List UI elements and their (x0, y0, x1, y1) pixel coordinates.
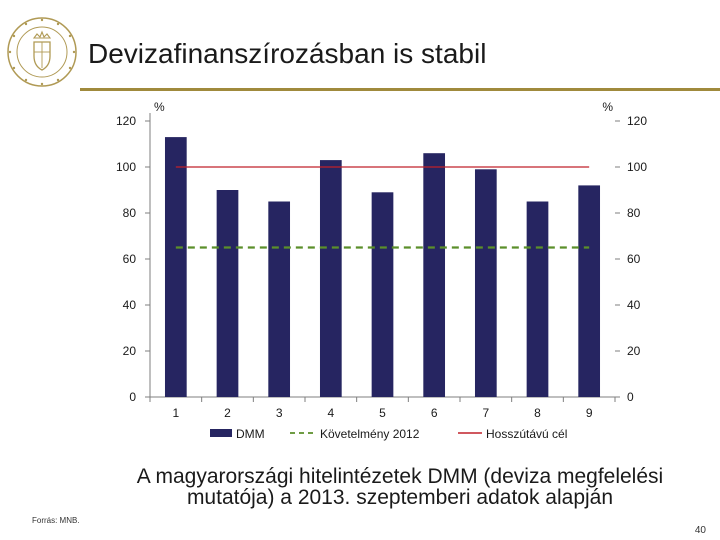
bar-dmm-6 (423, 153, 446, 397)
y-tick-label-left: 0 (129, 390, 136, 404)
bar-dmm-1 (164, 137, 187, 397)
source-note: Forrás: MNB. (32, 516, 80, 525)
bar-dmm-2 (216, 190, 239, 397)
y-tick-label-left: 80 (123, 206, 137, 220)
dmm-bar-chart: 0 0 20 20 40 40 60 60 80 80 100 100 120 120% % 1 2 3 4 5 6 7 8… (116, 100, 647, 441)
bar-dmm-3 (268, 201, 291, 397)
legend-swatch-dmm (210, 429, 232, 437)
x-tick-label: 2 (224, 406, 231, 420)
y-tick-label-left: 40 (123, 298, 137, 312)
y-tick-label-right: 60 (627, 252, 641, 266)
y-tick-label-right: 80 (627, 206, 641, 220)
bar-dmm-4 (319, 160, 342, 397)
page-title: Devizafinanszírozásban is stabil (88, 38, 487, 69)
y-tick-label-right: 0 (627, 390, 634, 404)
x-tick-label: 7 (482, 406, 489, 420)
title-divider (80, 88, 720, 91)
central-bank-seal-icon (7, 17, 77, 87)
x-tick-label: 6 (431, 406, 438, 420)
y-tick-label-right: 40 (627, 298, 641, 312)
bar-dmm-7 (474, 169, 497, 397)
x-tick-label: 8 (534, 406, 541, 420)
y-tick-label-right: 100 (627, 160, 647, 174)
y-tick-label-right: 120 (627, 114, 647, 128)
x-tick-label: 3 (276, 406, 283, 420)
x-tick-label: 4 (327, 406, 334, 420)
legend-label-dmm: DMM (236, 427, 265, 441)
x-tick-label: 5 (379, 406, 386, 420)
page-number: 40 (694, 525, 706, 536)
bar-dmm-8 (526, 201, 549, 397)
y-unit-label-right: % (602, 100, 613, 114)
y-unit-label-left: % (154, 100, 165, 114)
bar-dmm-5 (371, 192, 394, 397)
caption-line-2: mutatója) a 2013. szeptemberi adatok ala… (186, 486, 614, 509)
y-tick-label-left: 20 (123, 344, 137, 358)
x-tick-label: 1 (172, 406, 179, 420)
legend-label-kovetelmeny: Követelmény 2012 (320, 427, 420, 441)
y-tick-label-left: 120 (116, 114, 136, 128)
caption-line-1: A magyarországi hitelintézetek DMM (devi… (136, 465, 664, 488)
y-tick-label-left: 100 (116, 160, 136, 174)
chart-caption: A magyarországi hitelintézetek DMM (devi… (100, 466, 700, 508)
x-tick-label: 9 (586, 406, 593, 420)
bar-dmm-9 (578, 185, 601, 397)
y-tick-label-left: 60 (123, 252, 137, 266)
y-tick-label-right: 20 (627, 344, 641, 358)
legend-label-hosszutavu: Hosszútávú cél (486, 427, 567, 441)
